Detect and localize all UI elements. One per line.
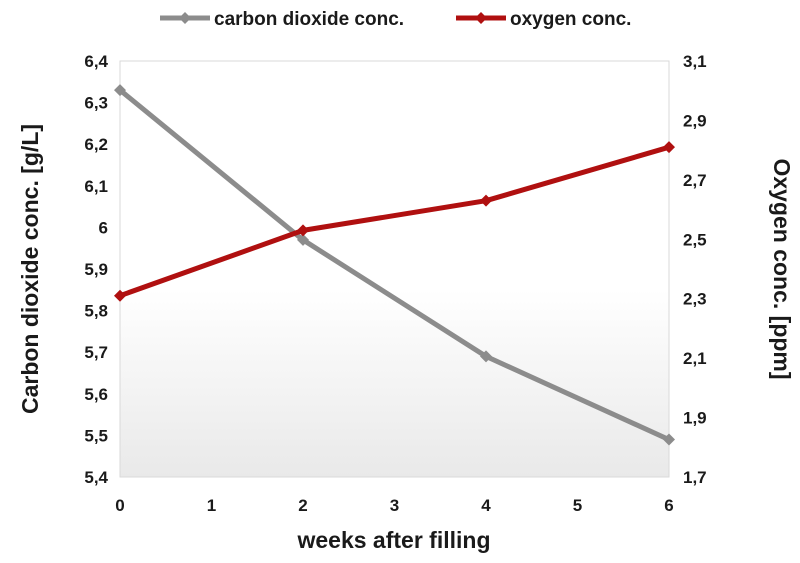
right-tick-label: 2,1: [683, 349, 707, 368]
legend-item-oxygen: oxygen conc.: [456, 9, 631, 30]
data-point-oxygen: [663, 141, 675, 154]
series-line-oxygen: [119, 144, 670, 299]
plot-area: [119, 60, 670, 478]
left-tick-label: 5,7: [84, 343, 108, 362]
x-tick-label: 1: [207, 496, 216, 515]
right-tick-label: 1,7: [683, 468, 707, 487]
x-tick-label: 4: [481, 496, 491, 515]
right-axis-ticks: 1,7 1,9 2,1 2,3 2,5 2,7 2,9 3,1: [683, 52, 707, 487]
left-tick-label: 5,4: [84, 468, 108, 487]
legend-label-oxygen: oxygen conc.: [510, 9, 631, 30]
right-tick-label: 1,9: [683, 409, 707, 428]
left-tick-label: 6,1: [84, 177, 108, 196]
x-tick-label: 0: [115, 496, 124, 515]
right-axis-title: Oxygen conc. [ppm]: [769, 158, 795, 379]
left-tick-label: 5,9: [84, 260, 108, 279]
data-point-carbon-dioxide: [114, 84, 126, 97]
x-tick-label: 3: [390, 496, 399, 515]
series-layer: [114, 84, 675, 446]
x-tick-label: 6: [664, 496, 673, 515]
left-tick-label: 6,4: [84, 52, 108, 71]
legend-item-carbon-dioxide: carbon dioxide conc.: [160, 9, 404, 30]
data-point-carbon-dioxide: [480, 350, 492, 363]
left-tick-label: 5,6: [84, 385, 108, 404]
right-tick-label: 2,3: [683, 290, 707, 309]
left-tick-label: 5,5: [84, 426, 108, 445]
legend: carbon dioxide conc. oxygen conc.: [160, 9, 631, 30]
x-axis-title: weeks after filling: [296, 527, 490, 553]
data-point-oxygen: [114, 289, 126, 302]
left-axis-ticks: 5,4 5,5 5,6 5,7 5,8 5,9 6 6,1 6,2 6,3 6,4: [84, 52, 108, 487]
data-point-carbon-dioxide: [297, 233, 309, 246]
left-tick-label: 6: [99, 218, 108, 237]
legend-label-carbon-dioxide: carbon dioxide conc.: [214, 9, 404, 30]
right-tick-label: 2,9: [683, 111, 707, 130]
data-point-oxygen: [480, 194, 492, 207]
left-axis-title: Carbon dioxide conc. [g/L]: [17, 124, 43, 414]
x-axis-ticks: 0 1 2 3 4 5 6: [115, 496, 673, 515]
x-tick-label: 5: [573, 496, 582, 515]
x-tick-label: 2: [298, 496, 307, 515]
data-point-carbon-dioxide: [663, 433, 675, 446]
legend-marker-carbon-dioxide: [179, 12, 191, 24]
legend-marker-oxygen: [475, 12, 487, 24]
right-tick-label: 2,7: [683, 171, 707, 190]
left-tick-label: 6,2: [84, 135, 108, 154]
series-line-carbon-dioxide: [118, 88, 671, 442]
right-tick-label: 3,1: [683, 52, 707, 71]
data-point-oxygen: [297, 224, 309, 237]
left-tick-label: 6,3: [84, 94, 108, 113]
right-tick-label: 2,5: [683, 230, 707, 249]
left-tick-label: 5,8: [84, 302, 108, 321]
